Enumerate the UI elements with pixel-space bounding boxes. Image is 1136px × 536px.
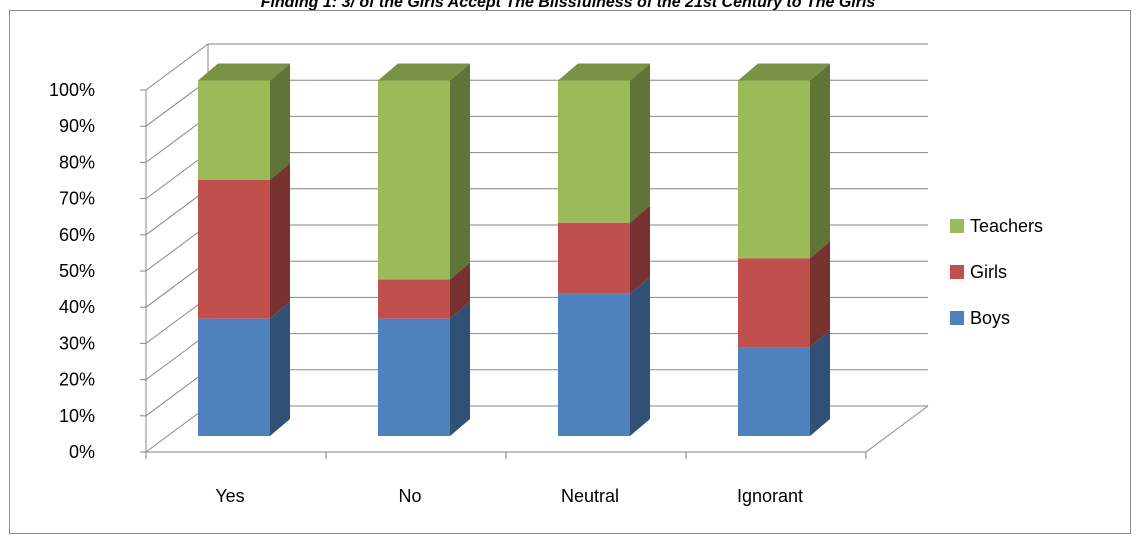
- bar-front: [198, 180, 270, 319]
- legend-item-teachers: Teachers: [950, 216, 1043, 236]
- bar-side: [450, 262, 470, 319]
- gridline-side: [145, 333, 209, 381]
- bar-side: [630, 276, 650, 436]
- gridline-side: [145, 115, 209, 163]
- tick-labels: 0% 10% 20% 30% 40% 50% 60% 70% 80% 90% 100% Yes No Ne…: [49, 80, 803, 506]
- x-tick-label: No: [398, 486, 421, 506]
- y-tick-label: 30%: [59, 333, 95, 353]
- bars: [198, 63, 830, 436]
- bar-side: [810, 330, 830, 436]
- x-tick-label: Neutral: [561, 486, 619, 506]
- bar-segment-teachers: [198, 63, 290, 180]
- gridline-side: [145, 152, 209, 200]
- y-tick-label: 0%: [69, 442, 95, 462]
- bar-top: [198, 63, 290, 81]
- y-tick-label: 60%: [59, 225, 95, 245]
- bar-side: [630, 63, 650, 223]
- y-tick-label: 40%: [59, 297, 95, 317]
- bar-top: [378, 63, 470, 81]
- bar-segment-boys: [378, 301, 470, 436]
- bar-side: [450, 63, 470, 280]
- y-tick-label: 80%: [59, 152, 95, 172]
- bar-segment-girls: [738, 241, 830, 348]
- gridline-side: [145, 224, 209, 272]
- axes: [140, 89, 867, 459]
- bar-front: [558, 293, 630, 436]
- legend-swatch: [950, 219, 964, 233]
- gridline-side: [145, 296, 209, 344]
- bar-front: [378, 279, 450, 319]
- floor-edge: [865, 405, 929, 453]
- bar-segment-girls: [198, 163, 290, 319]
- bar-segment-boys: [558, 276, 650, 436]
- bar-front: [198, 80, 270, 180]
- bar-segment-boys: [738, 330, 830, 436]
- bar-side: [270, 63, 290, 180]
- bar-front: [558, 222, 630, 294]
- bar-front: [378, 318, 450, 436]
- bar-side: [450, 301, 470, 436]
- gridline-side: [145, 188, 209, 236]
- legend-swatch: [950, 311, 964, 325]
- legend-label: Boys: [970, 308, 1010, 328]
- bar-segment-teachers: [378, 63, 470, 280]
- bar-front: [738, 347, 810, 436]
- bar-front: [738, 80, 810, 259]
- y-tick-label: 100%: [49, 80, 95, 100]
- bar-side: [630, 205, 650, 294]
- bar-segment-girls: [378, 262, 470, 319]
- bar-front: [378, 80, 450, 280]
- bar-segment-boys: [198, 301, 290, 436]
- bar-side: [810, 241, 830, 348]
- gridline-side: [145, 260, 209, 308]
- gridline-side: [145, 405, 209, 453]
- bar-side: [810, 63, 830, 259]
- bar-side: [270, 163, 290, 319]
- y-tick-label: 90%: [59, 116, 95, 136]
- legend-item-boys: Boys: [950, 308, 1010, 328]
- y-tick-label: 50%: [59, 261, 95, 281]
- gridline-side: [145, 43, 209, 91]
- x-tick-label: Ignorant: [737, 486, 803, 506]
- bar-front: [558, 80, 630, 223]
- chart-title: Finding 1: 3/ of the Girls Accept The Bl…: [260, 0, 876, 11]
- bar-segment-teachers: [558, 63, 650, 223]
- legend-swatch: [950, 265, 964, 279]
- y-tick-label: 10%: [59, 406, 95, 426]
- bar-top: [738, 63, 830, 81]
- bar-front: [198, 318, 270, 436]
- y-tick-label: 20%: [59, 370, 95, 390]
- y-tick-label: 70%: [59, 189, 95, 209]
- bar-top: [558, 63, 650, 81]
- gridline-side: [145, 369, 209, 417]
- legend-item-girls: Girls: [950, 262, 1007, 282]
- bar-segment-teachers: [738, 63, 830, 259]
- legend-label: Girls: [970, 262, 1007, 282]
- x-tick-label: Yes: [215, 486, 244, 506]
- bar-side: [270, 301, 290, 436]
- gridline-side: [145, 79, 209, 127]
- bar-segment-girls: [558, 205, 650, 294]
- legend: Teachers Girls Boys: [950, 216, 1043, 328]
- bar-front: [738, 258, 810, 348]
- legend-label: Teachers: [970, 216, 1043, 236]
